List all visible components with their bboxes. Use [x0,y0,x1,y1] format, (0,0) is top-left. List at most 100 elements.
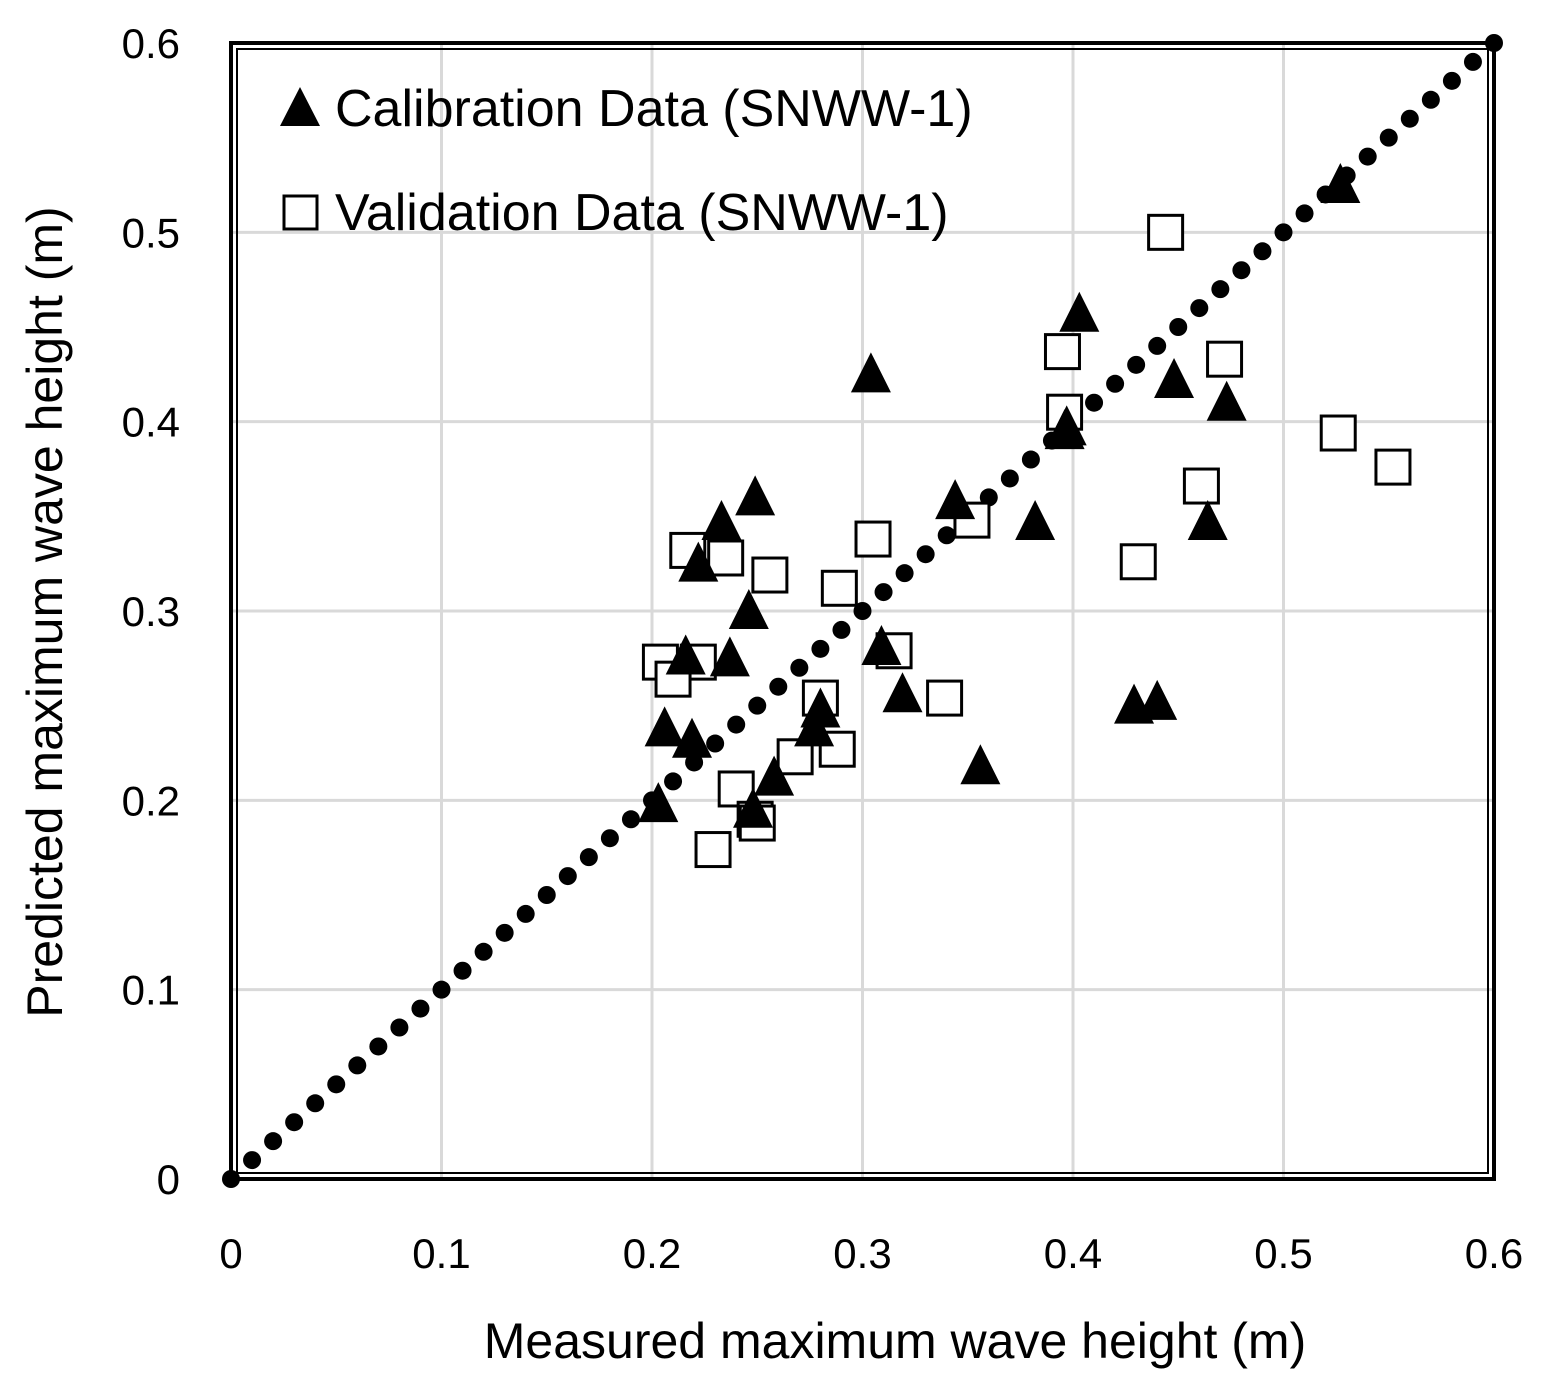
calibration-point [1206,380,1247,421]
reference-line-dot [1421,90,1440,109]
x-tick-label: 0.6 [1465,1230,1523,1277]
legend-validation-label: Validation Data (SNWW-1) [335,184,949,242]
reference-line-dot [769,677,788,696]
reference-line-dot [432,980,451,999]
reference-line-dot [1190,299,1209,318]
calibration-point [733,787,774,828]
y-tick-label: 0.6 [122,20,180,67]
reference-line-dot [390,1018,409,1037]
reference-line-dot [1106,374,1125,393]
validation-point [1182,467,1220,505]
reference-line-dot [285,1113,304,1132]
reference-line-dot [664,772,683,791]
reference-line-dot [1400,109,1419,128]
reference-line-dot [369,1037,388,1056]
validation-point [818,730,856,768]
calibration-point [638,782,679,823]
calibration-point [754,755,795,796]
legend: Calibration Data (SNWW-1) Validation Dat… [280,80,973,242]
reference-line-dot [600,829,619,848]
reference-line-dot [1442,71,1461,90]
calibration-point [709,636,750,677]
reference-line-dot [327,1075,346,1094]
calibration-point [1320,163,1361,203]
validation-point [1147,213,1185,251]
y-tick-label: 0.4 [122,399,180,446]
reference-line-dot [832,620,851,639]
reference-line-dot [453,961,472,980]
reference-line-dot [222,1170,240,1188]
reference-line-dot [411,999,430,1018]
reference-line-dot [264,1132,283,1151]
reference-line-dot [1127,355,1146,374]
x-tick-label: 0.3 [833,1230,891,1277]
reference-line-dot [874,583,893,602]
reference-line-dot [1358,147,1377,166]
y-axis-label: Predicted maximum wave height (m) [17,206,73,1017]
validation-point [707,539,745,577]
x-axis-label: Measured maximum wave height (m) [484,1313,1307,1369]
axis-ticks: 0 0.1 0.2 0.3 0.4 0.5 0.6 0 0.1 0.2 0.3 0.4 0.5 0.6 [122,20,1524,1277]
plot-frame [229,41,1496,1181]
calibration-point [671,717,712,758]
calibration-point [1154,358,1195,399]
reference-line-dot [1000,469,1019,488]
calibration-point [935,479,976,520]
reference-line-dot [727,715,746,734]
validation-point [1043,333,1081,371]
validation-point [926,679,964,717]
calibration-point [850,352,891,393]
reference-line-dot [1148,336,1167,355]
reference-line-dot [495,923,514,942]
reference-line-dot [1274,223,1293,242]
x-tick-label: 0.1 [412,1230,470,1277]
reference-line-dot [348,1056,367,1075]
calibration-point [960,744,1001,785]
reference-line-dot [811,639,830,658]
reference-line-dot [1232,261,1251,280]
reference-line-dot [558,867,577,886]
x-tick-label: 0.5 [1254,1230,1312,1277]
reference-line-dot [537,886,556,904]
reference-line-dot [1379,128,1398,147]
calibration-point [1059,291,1100,332]
data-series [638,163,1412,869]
reference-line-dot [243,1151,262,1170]
y-tick-label: 0.2 [122,777,180,824]
calibration-point [644,706,685,747]
reference-line-dot [1463,52,1482,71]
reference-line-dot [790,658,809,677]
reference-line-dot [706,734,725,753]
reference-line-dot [1021,450,1040,469]
y-tick-label: 0.3 [122,588,180,635]
x-tick-label: 0 [219,1230,242,1277]
calibration-point [1015,500,1056,541]
reference-line-dot [474,942,493,961]
validation-point [694,831,732,869]
reference-line-dot [516,904,535,923]
calibration-point [882,672,923,713]
y-tick-label: 0 [157,1156,180,1203]
calibration-point [861,624,902,665]
y-tick-label: 0.5 [122,209,180,256]
reference-line-dot [1253,242,1272,261]
reference-line-dot [1085,393,1104,412]
validation-point [1374,448,1412,486]
calibration-point [1044,409,1085,450]
validation-point [1319,414,1357,452]
reference-line-dot [621,810,640,829]
legend-square-icon [282,194,319,231]
calibration-point [1187,500,1228,541]
reference-line-one-to-one [222,34,1503,1188]
legend-triangle-icon [280,87,320,126]
reference-line-dot [685,753,704,772]
calibration-point [735,475,776,516]
validation-point [854,520,892,558]
validation-point [751,556,789,594]
validation-point [1119,543,1157,581]
plot-border-inner [236,48,1489,1174]
validation-point [820,569,858,607]
reference-line-dot [937,526,956,545]
reference-line-dot [1485,34,1503,52]
